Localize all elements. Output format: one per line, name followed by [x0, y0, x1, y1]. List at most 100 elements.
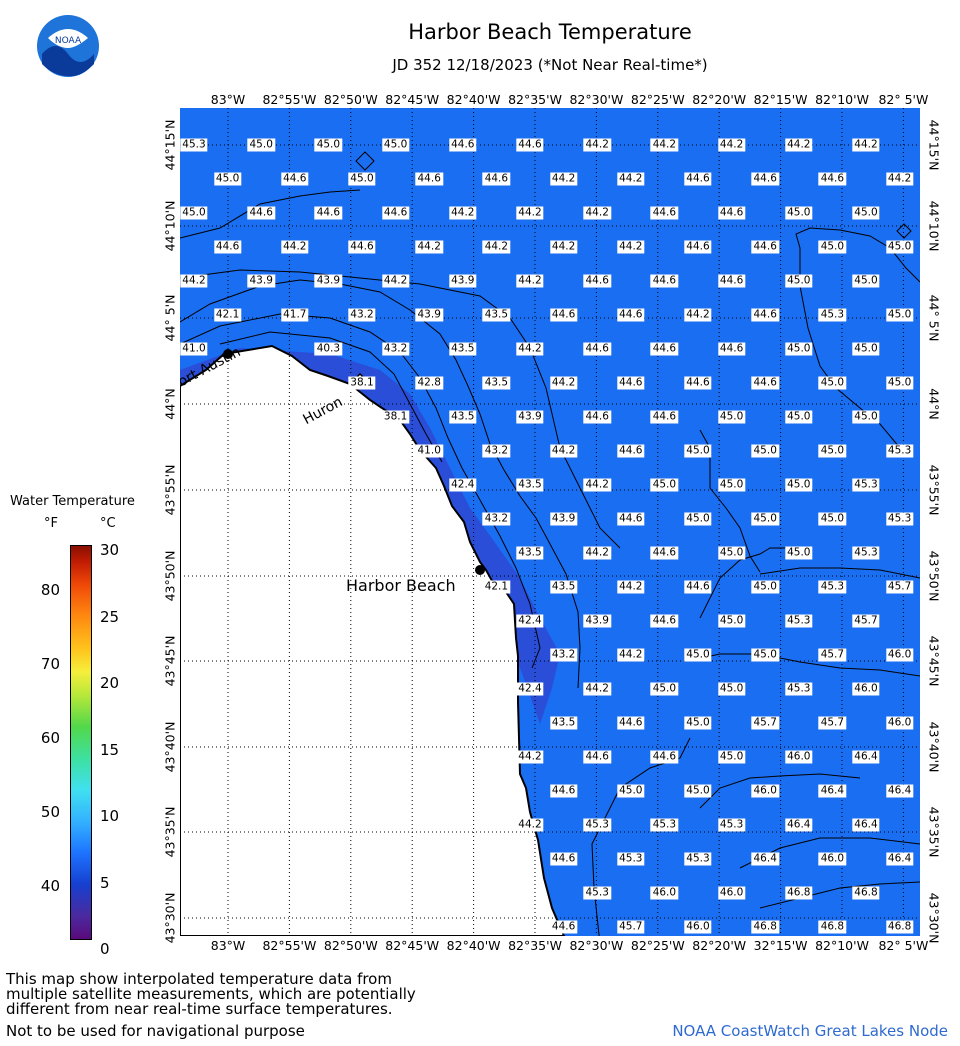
temperature-value: 45.0 — [818, 376, 847, 390]
temperature-value: 44.2 — [482, 240, 511, 254]
temperature-value: 45.0 — [852, 342, 880, 356]
temperature-value: 45.0 — [751, 580, 779, 594]
celsius-tick-label: 20 — [100, 674, 120, 692]
latitude-label: 43°30'N — [162, 892, 178, 944]
temperature-map: 45.3 45.0 45.0 45.0 44.6 44.6 44.2 44.2 44.2 44.2… — [180, 108, 920, 936]
longitude-label: 82° 5'W — [878, 92, 929, 107]
shoal-marker-east — [896, 223, 912, 239]
latitude-label: 43°45'N — [926, 635, 942, 687]
temperature-value: 45.0 — [717, 410, 746, 424]
legend-unit-fahrenheit: °F — [44, 516, 58, 531]
temperature-value: 44.6 — [281, 172, 309, 186]
temperature-value: 44.6 — [348, 240, 376, 254]
credit-link[interactable]: NOAA CoastWatch Great Lakes Node — [672, 1022, 948, 1040]
celsius-tick-label: 15 — [100, 740, 120, 759]
temperature-value: 43.9 — [415, 308, 443, 322]
temperature-value: 44.2 — [516, 818, 544, 832]
temperature-value: 45.0 — [785, 546, 813, 560]
temperature-value: 44.2 — [549, 444, 578, 458]
temperature-value: 45.0 — [751, 512, 779, 526]
noaa-logo: NOAA — [36, 14, 100, 78]
temperature-value: 46.4 — [751, 852, 779, 866]
temperature-value: 41.0 — [180, 342, 208, 356]
temperature-value: 44.6 — [684, 172, 712, 186]
temperature-value: 44.2 — [583, 478, 611, 492]
temperature-value: 46.0 — [717, 886, 746, 900]
longitude-label: 82°10'W — [815, 92, 869, 107]
temperature-value: 45.3 — [885, 444, 914, 458]
temperature-value: 43.5 — [449, 410, 477, 424]
latitude-label: 44°10'N — [926, 200, 942, 252]
temperature-value: 40.3 — [314, 342, 343, 356]
temperature-value: 45.0 — [684, 648, 712, 662]
temperature-value: 44.6 — [617, 376, 645, 390]
temperature-value: 44.6 — [549, 920, 578, 934]
temperature-value: 45.3 — [717, 818, 746, 832]
longitude-label: 82°25'W — [630, 938, 685, 953]
temperature-value: 45.0 — [818, 240, 847, 254]
latitude-label: 43°45'N — [162, 635, 178, 687]
temperature-value: 44.6 — [617, 512, 645, 526]
temperature-value: 44.2 — [617, 648, 645, 662]
temperature-value: 44.6 — [650, 750, 679, 764]
longitude-label: 82°55'W — [262, 92, 317, 107]
temperature-value: 43.5 — [482, 376, 511, 390]
temperature-value: 43.5 — [516, 478, 544, 492]
temperature-value: 45.0 — [785, 206, 813, 220]
temperature-value: 43.2 — [381, 342, 410, 356]
temperature-value: 46.0 — [852, 682, 880, 696]
temperature-value: 45.7 — [617, 920, 645, 934]
longitude-label: 82°25'W — [630, 92, 685, 107]
longitude-label: 83°W — [210, 92, 246, 107]
temperature-value: 44.2 — [549, 240, 578, 254]
place-harbor-beach: Harbor Beach — [346, 576, 456, 595]
temperature-value: 44.2 — [516, 750, 544, 764]
longitude-label: 82°50'W — [323, 938, 378, 953]
temperature-value: 44.2 — [852, 138, 880, 152]
navigation-warning: Not to be used for navigational purpose — [6, 1022, 305, 1040]
temperature-value: 44.6 — [717, 206, 746, 220]
temperature-value: 45.0 — [314, 138, 343, 152]
celsius-tick-label: 5 — [100, 873, 110, 892]
temperature-value: 44.2 — [583, 138, 611, 152]
temperature-value: 45.0 — [381, 138, 410, 152]
temperature-value: 44.2 — [549, 172, 578, 186]
temperature-colorbar — [70, 545, 92, 940]
temperature-value: 44.6 — [650, 410, 679, 424]
temperature-value: 44.2 — [516, 342, 544, 356]
temperature-value: 44.6 — [314, 206, 343, 220]
temperature-value: 42.4 — [449, 478, 477, 492]
temperature-value: 46.8 — [885, 920, 914, 934]
temperature-value: 45.0 — [684, 512, 712, 526]
temperature-value: 41.0 — [415, 444, 443, 458]
latitude-label: 43°40'N — [162, 721, 178, 773]
temperature-value: 44.6 — [684, 240, 712, 254]
temperature-value: 45.0 — [818, 512, 847, 526]
latitude-label: 44°N — [926, 388, 942, 420]
temperature-value: 44.6 — [449, 138, 477, 152]
temperature-value: 46.4 — [852, 818, 880, 832]
longitude-label: 82°10'W — [815, 938, 869, 953]
temperature-value: 45.7 — [852, 614, 880, 628]
temperature-value: 46.0 — [751, 784, 779, 798]
temperature-value: 41.7 — [281, 308, 309, 322]
longitude-label: 82°50'W — [323, 92, 378, 107]
latitude-label: 43°35'N — [926, 806, 942, 858]
temperature-value: 45.0 — [213, 172, 242, 186]
temperature-value: 46.4 — [818, 784, 847, 798]
longitude-label: 83°W — [210, 938, 246, 953]
temperature-value: 38.1 — [381, 410, 410, 424]
temperature-value: 43.9 — [247, 274, 275, 288]
temperature-value: 43.5 — [449, 342, 477, 356]
temperature-value: 43.9 — [449, 274, 477, 288]
temperature-value: 44.6 — [717, 274, 746, 288]
temperature-value: 44.6 — [583, 410, 611, 424]
isotherm-45-3 — [691, 653, 920, 677]
temperature-value: 43.2 — [549, 648, 578, 662]
latitude-label: 44°15'N — [926, 119, 942, 171]
temperature-value: 44.2 — [516, 206, 544, 220]
latitude-label: 44° 5'N — [162, 294, 178, 342]
temperature-value: 45.0 — [717, 478, 746, 492]
legend-title: Water Temperature — [10, 494, 135, 509]
temperature-value: 44.6 — [583, 274, 611, 288]
